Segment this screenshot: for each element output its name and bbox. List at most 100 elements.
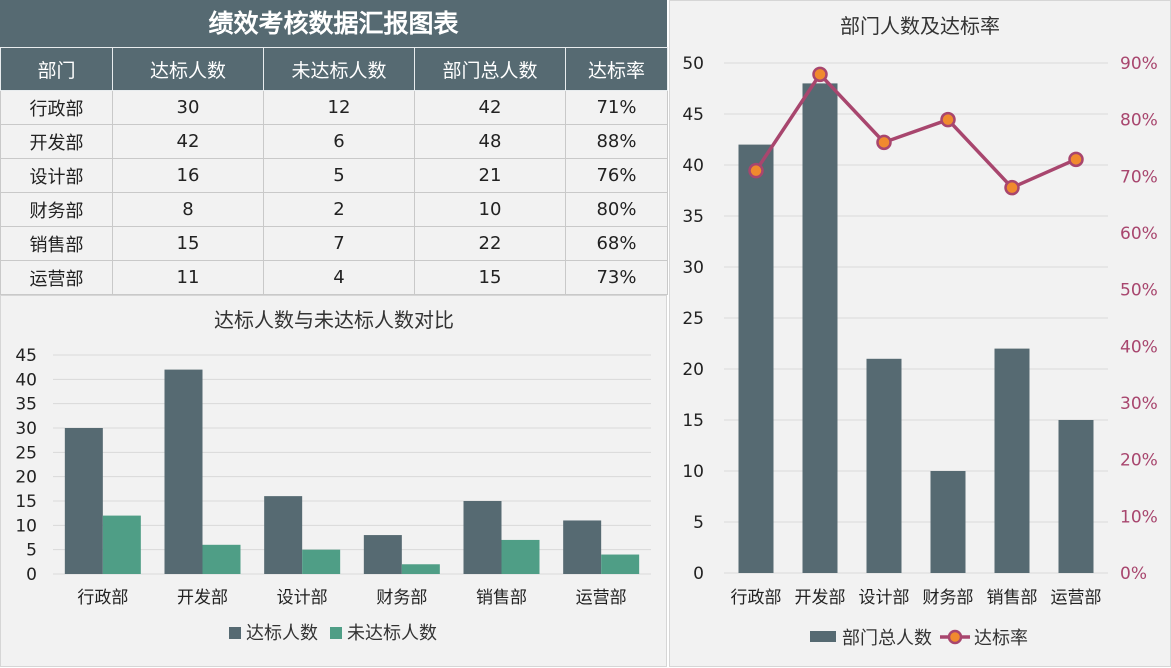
bar-qualified [264, 496, 303, 574]
y-tick-label: 45 [682, 105, 704, 125]
y-tick-label: 20 [682, 360, 704, 380]
cell-unqualified: 5 [263, 158, 415, 193]
bar-total [930, 471, 966, 573]
department-rate-chart: 部门人数及达标率 0 5 10 15 20 25 30 35 40 45 50 0% 10% 20% 30%… [669, 0, 1171, 667]
cell-total: 42 [414, 90, 566, 125]
bar-qualified [463, 501, 502, 574]
rate-point [1004, 179, 1020, 196]
y2-tick-label: 10% [1120, 507, 1158, 527]
cell-unqualified: 12 [263, 90, 415, 125]
y-tick-label: 50 [682, 54, 704, 74]
cell-total: 48 [414, 124, 566, 159]
y-tick-label: 25 [682, 309, 704, 329]
report-title: 绩效考核数据汇报图表 [0, 0, 667, 47]
cell-department: 设计部 [0, 158, 113, 193]
y2-tick-label: 60% [1120, 224, 1158, 244]
x-tick-label: 运营部 [1051, 588, 1102, 608]
comparison-chart: 达标人数与未达标人数对比 0 5 10 15 20 25 30 35 40 45 行政部 开发部 设计部… [0, 295, 667, 667]
y2-tick-label: 40% [1120, 337, 1158, 357]
y2-tick-label: 70% [1120, 167, 1158, 187]
cell-qualified: 11 [112, 260, 264, 295]
legend-swatch [810, 631, 836, 642]
y-tick-label: 10 [15, 516, 37, 536]
y-tick-label: 5 [26, 541, 37, 561]
legend-marker-swatch [947, 629, 963, 645]
cell-department: 开发部 [0, 124, 113, 159]
bar-total [866, 358, 902, 573]
cell-rate: 80% [565, 192, 668, 227]
cell-rate: 88% [565, 124, 668, 159]
y-tick-label: 15 [15, 492, 37, 512]
cell-total: 21 [414, 158, 566, 193]
y-tick-label: 10 [682, 462, 704, 482]
cell-qualified: 8 [112, 192, 264, 227]
x-tick-label: 设计部 [859, 588, 910, 608]
y-tick-label: 30 [682, 258, 704, 278]
bar-total [994, 348, 1030, 573]
table-header-row: 部门 达标人数 未达标人数 部门总人数 达标率 [0, 47, 668, 91]
table-row: 开发部 42 6 48 88% [0, 124, 668, 159]
data-table: 部门 达标人数 未达标人数 部门总人数 达标率 行政部 30 12 42 71%… [0, 47, 668, 295]
y-tick-label: 40 [682, 156, 704, 176]
cell-total: 22 [414, 226, 566, 261]
cell-unqualified: 4 [263, 260, 415, 295]
y-tick-label: 25 [15, 443, 37, 463]
x-tick-label: 开发部 [177, 588, 228, 608]
legend-label: 未达标人数 [347, 623, 437, 644]
bar-qualified [563, 520, 602, 574]
cell-department: 运营部 [0, 260, 113, 295]
bar-qualified [64, 428, 103, 574]
y-tick-label: 35 [682, 207, 704, 227]
comparison-chart-title: 达标人数与未达标人数对比 [214, 308, 454, 332]
y2-tick-label: 50% [1120, 281, 1158, 301]
table-row: 设计部 16 5 21 76% [0, 158, 668, 193]
header-rate: 达标率 [565, 47, 668, 91]
legend-label: 达标人数 [246, 623, 318, 644]
header-department: 部门 [0, 47, 113, 91]
cell-rate: 76% [565, 158, 668, 193]
cell-department: 财务部 [0, 192, 113, 227]
header-qualified: 达标人数 [112, 47, 264, 91]
x-tick-label: 行政部 [731, 588, 782, 608]
x-tick-label: 行政部 [77, 588, 128, 608]
bar-unqualified [202, 544, 241, 574]
y-tick-label: 30 [15, 419, 37, 439]
y-tick-label: 35 [15, 395, 37, 415]
bar-unqualified [501, 539, 540, 574]
cell-qualified: 42 [112, 124, 264, 159]
bar-total [738, 144, 774, 573]
cell-unqualified: 6 [263, 124, 415, 159]
table-row: 财务部 8 2 10 80% [0, 192, 668, 227]
x-tick-label: 财务部 [923, 588, 974, 608]
y-tick-label: 20 [15, 468, 37, 488]
table-row: 行政部 30 12 42 71% [0, 90, 668, 125]
table-row: 运营部 11 4 15 73% [0, 260, 668, 295]
cell-department: 销售部 [0, 226, 113, 261]
bar-unqualified [401, 564, 440, 574]
comparison-chart-svg: 达标人数与未达标人数对比 0 5 10 15 20 25 30 35 40 45 行政部 开发部 设计部… [15, 308, 651, 644]
y2-tick-label: 30% [1120, 394, 1158, 414]
y2-tick-label: 0% [1120, 564, 1147, 584]
rate-point [748, 162, 764, 179]
y-tick-label: 0 [693, 564, 704, 584]
legend-label: 部门总人数 [842, 628, 932, 649]
header-unqualified: 未达标人数 [263, 47, 415, 91]
cell-department: 行政部 [0, 90, 113, 125]
y-tick-label: 45 [15, 346, 37, 366]
y-tick-label: 15 [682, 411, 704, 431]
y-tick-label: 5 [693, 513, 704, 533]
rate-point [1068, 151, 1084, 168]
legend-swatch [330, 627, 342, 639]
x-tick-label: 销售部 [987, 588, 1038, 608]
rate-point [812, 66, 828, 83]
bar-unqualified [102, 515, 141, 574]
x-tick-label: 销售部 [476, 588, 527, 608]
cell-rate: 73% [565, 260, 668, 295]
cell-unqualified: 7 [263, 226, 415, 261]
cell-qualified: 30 [112, 90, 264, 125]
x-tick-label: 设计部 [277, 588, 328, 608]
rate-point [876, 134, 892, 151]
bar-unqualified [302, 549, 341, 574]
cell-qualified: 16 [112, 158, 264, 193]
bar-qualified [164, 369, 203, 574]
